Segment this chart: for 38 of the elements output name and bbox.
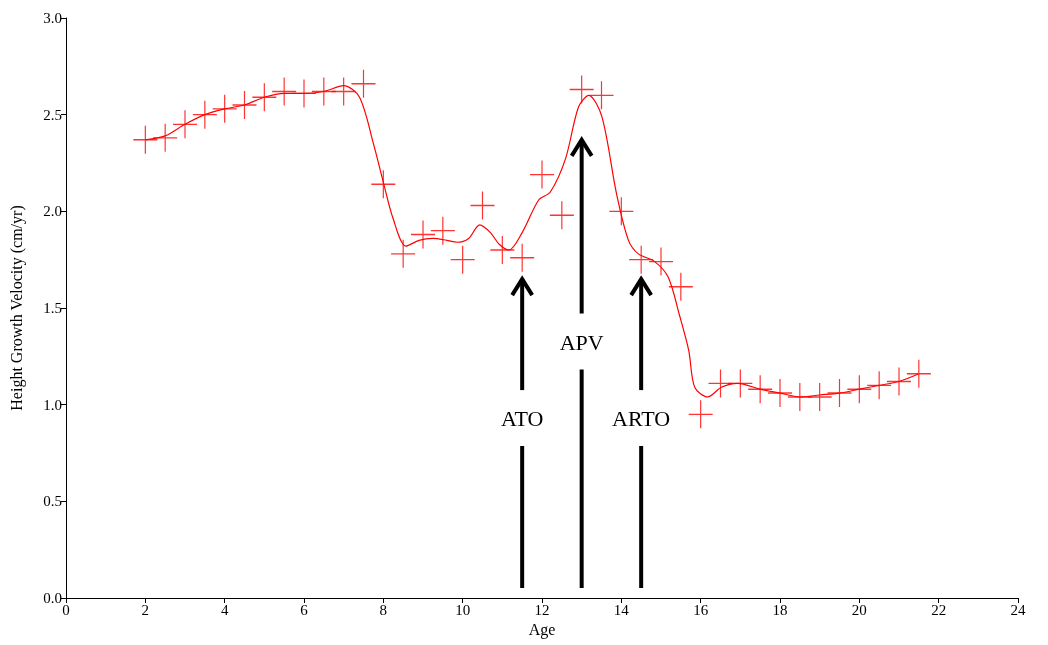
y-tick-label: 0.0 bbox=[43, 590, 62, 606]
x-tick-label: 8 bbox=[379, 601, 388, 618]
point bbox=[133, 125, 158, 154]
point bbox=[173, 110, 197, 139]
point bbox=[807, 382, 832, 411]
y-tick-label: 3.0 bbox=[43, 10, 62, 26]
point bbox=[232, 91, 257, 119]
x-tick-label: 0 bbox=[62, 601, 70, 618]
point bbox=[391, 239, 416, 268]
y-tick-label: 1.5 bbox=[43, 300, 62, 316]
x-tick-label: 20 bbox=[851, 601, 867, 618]
point bbox=[153, 123, 178, 152]
x-tick-label: 24 bbox=[1010, 601, 1026, 618]
x-tick-label: 10 bbox=[455, 601, 471, 618]
point bbox=[212, 94, 237, 123]
x-tick-label: 18 bbox=[772, 601, 788, 618]
y-tick-label: 1.0 bbox=[43, 396, 62, 413]
point bbox=[530, 160, 554, 189]
annotation: ARTO bbox=[612, 406, 671, 432]
x-axis-title: Age bbox=[528, 621, 556, 640]
x-tick-label: 6 bbox=[300, 601, 309, 618]
point bbox=[649, 247, 673, 276]
y-tick-label: 0.5 bbox=[43, 493, 62, 510]
point bbox=[887, 367, 911, 396]
point bbox=[411, 220, 435, 249]
y-tick-label: 2.5 bbox=[43, 106, 62, 123]
y-tick-label: 2.0 bbox=[43, 203, 62, 220]
x-tick-label: 4 bbox=[220, 601, 229, 618]
annotation: APV bbox=[559, 329, 604, 355]
x-tick-label: 14 bbox=[613, 601, 630, 618]
point bbox=[490, 236, 515, 264]
y-axis-title: Height Growth Velocity (cm/yr) bbox=[7, 205, 26, 411]
annotation: ATO bbox=[500, 406, 544, 432]
x-tick-label: 2 bbox=[141, 601, 150, 618]
x-tick-label: 16 bbox=[693, 601, 709, 618]
x-tick-label: 12 bbox=[534, 601, 550, 618]
x-tick-label: 22 bbox=[931, 601, 947, 618]
point bbox=[768, 379, 792, 408]
